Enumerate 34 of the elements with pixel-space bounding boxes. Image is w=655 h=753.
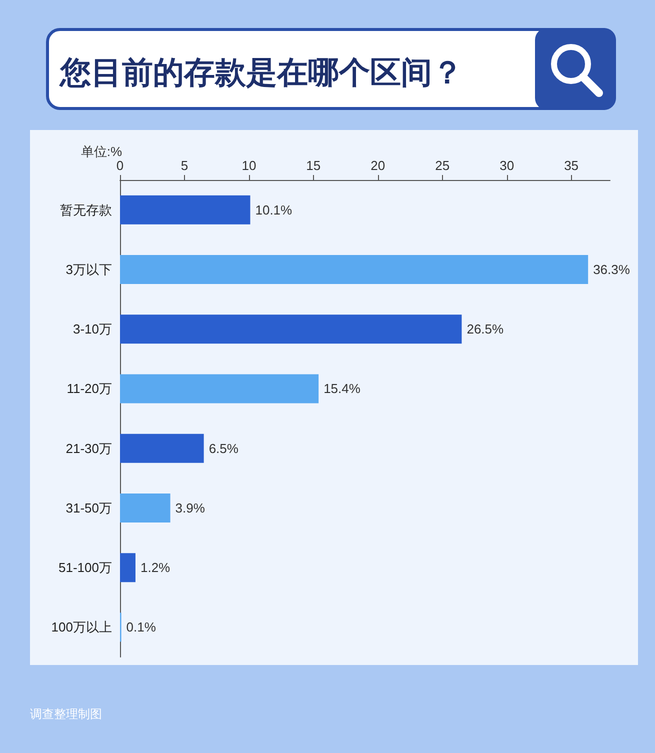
data-label: 6.5% — [208, 440, 239, 456]
bar — [120, 553, 136, 582]
y-tick-label: 31-50万 — [66, 500, 112, 516]
bar — [120, 254, 588, 284]
bar — [120, 314, 462, 344]
y-tick-label: 51-100万 — [58, 560, 112, 576]
x-tick-label: 25 — [435, 158, 450, 173]
text: 调查整理制图 — [30, 706, 102, 723]
y-tick-label: 21-30万 — [66, 440, 112, 456]
x-tick-label: 0 — [116, 158, 124, 173]
y-tick-label: 3-10万 — [72, 322, 112, 337]
data-label: 3.9% — [175, 500, 206, 516]
x-tick-label: 5 — [180, 158, 188, 173]
data-label: 26.5% — [466, 322, 504, 337]
x-axis-title: 单位:% — [80, 144, 122, 159]
data-label: 36.3% — [593, 262, 630, 277]
data-label: 0.1% — [126, 620, 156, 635]
x-tick-label: 20 — [370, 158, 386, 173]
y-tick-label: 100万以上 — [51, 620, 112, 635]
bar — [120, 374, 319, 404]
x-tick-label: 30 — [500, 158, 514, 173]
chart-title: 您目前的存款是在哪个区间？ — [60, 54, 463, 93]
bar — [120, 195, 250, 224]
bar — [120, 493, 170, 522]
x-tick-label: 10 — [242, 158, 256, 173]
y-tick-label: 11-20万 — [66, 381, 112, 396]
x-tick-label: 35 — [564, 158, 579, 173]
y-tick-label: 暂无存款 — [60, 202, 112, 218]
data-label: 1.2% — [140, 560, 171, 576]
data-label: 10.1% — [255, 202, 293, 218]
x-tick-label: 15 — [306, 158, 321, 173]
bar — [120, 434, 204, 463]
data-label: 15.4% — [324, 381, 361, 396]
y-tick-label: 3万以下 — [66, 262, 112, 277]
